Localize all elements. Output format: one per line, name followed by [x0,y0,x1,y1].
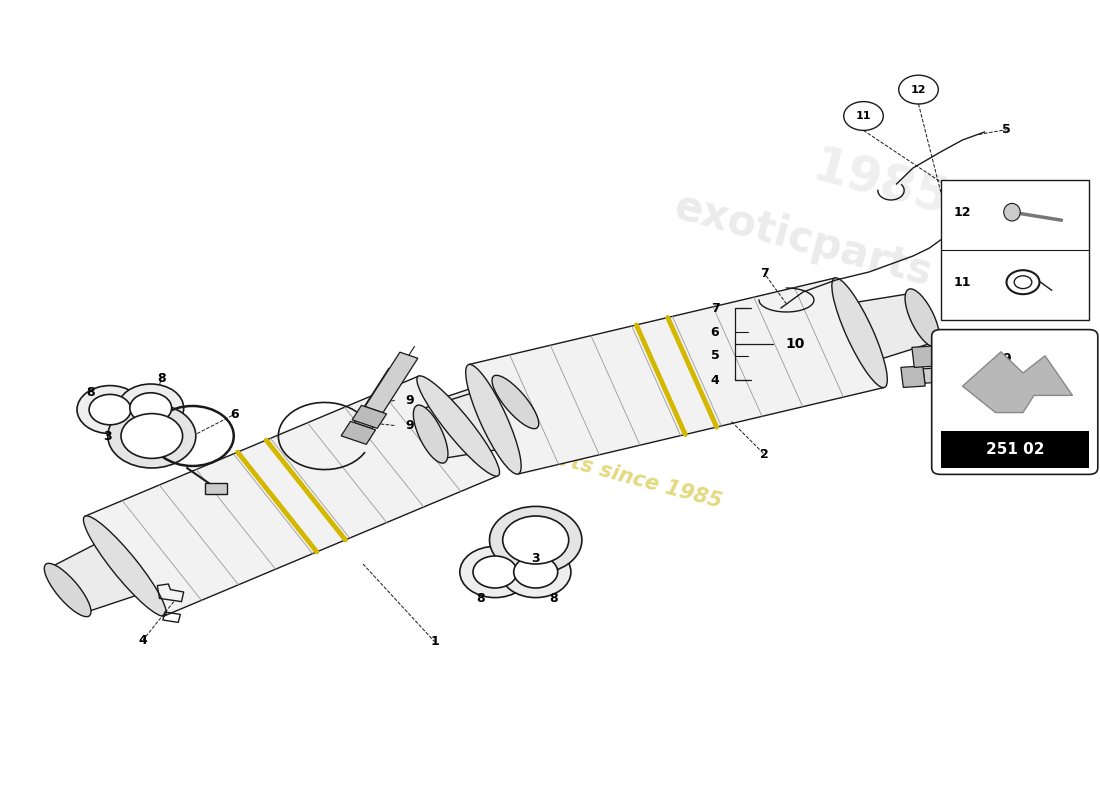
Polygon shape [901,366,925,387]
Circle shape [844,102,883,130]
Polygon shape [352,406,386,428]
Text: 12: 12 [911,85,926,94]
Text: exoticparts: exoticparts [670,186,936,294]
Text: 9: 9 [977,373,986,386]
Ellipse shape [417,376,499,476]
Ellipse shape [460,546,530,598]
Text: 7: 7 [760,267,769,280]
Ellipse shape [1003,203,1021,221]
Text: 10: 10 [785,337,805,351]
Text: 8: 8 [86,386,95,398]
Ellipse shape [118,384,184,432]
Polygon shape [469,278,884,474]
FancyBboxPatch shape [205,483,227,494]
Ellipse shape [44,563,91,617]
Polygon shape [912,346,936,367]
Text: 7: 7 [711,302,719,314]
Polygon shape [962,352,1072,413]
Ellipse shape [473,556,517,588]
Polygon shape [923,363,1018,383]
Polygon shape [354,368,407,429]
Text: 1985: 1985 [806,142,954,226]
Text: 5: 5 [1002,123,1011,136]
Text: 11: 11 [954,276,971,289]
Text: 6: 6 [230,408,239,421]
Ellipse shape [492,375,539,429]
Text: 5: 5 [711,350,719,362]
Ellipse shape [832,278,888,388]
Polygon shape [85,376,498,616]
FancyBboxPatch shape [940,431,1089,468]
Text: 12: 12 [954,206,971,218]
FancyBboxPatch shape [932,330,1098,474]
Text: a passion for parts since 1985: a passion for parts since 1985 [376,401,724,511]
Polygon shape [847,294,933,362]
Text: 9: 9 [405,394,414,406]
Text: 9: 9 [1002,352,1011,365]
FancyBboxPatch shape [940,180,1089,320]
Ellipse shape [905,289,939,347]
Ellipse shape [465,364,521,474]
Text: 8: 8 [157,372,166,385]
Text: 8: 8 [476,592,485,605]
Text: 4: 4 [139,634,147,646]
Text: 11: 11 [856,111,871,121]
Text: 1: 1 [430,635,439,648]
Ellipse shape [490,506,582,574]
Polygon shape [341,422,375,444]
Text: 6: 6 [711,326,719,338]
Ellipse shape [414,405,448,463]
Ellipse shape [84,516,166,616]
Polygon shape [50,540,145,612]
Text: 4: 4 [711,374,719,386]
Ellipse shape [77,386,143,434]
Ellipse shape [130,393,172,423]
Text: 9: 9 [405,419,414,432]
Text: 2: 2 [760,448,769,461]
Ellipse shape [89,394,131,425]
Ellipse shape [121,414,183,458]
Polygon shape [438,380,534,452]
Polygon shape [365,352,418,413]
Circle shape [899,75,938,104]
Text: 3: 3 [103,430,112,442]
Text: 251 02: 251 02 [986,442,1044,457]
Ellipse shape [500,546,571,598]
Ellipse shape [503,516,569,564]
Text: 8: 8 [549,592,558,605]
Text: 3: 3 [531,552,540,565]
Ellipse shape [108,404,196,468]
Polygon shape [934,343,1028,363]
Ellipse shape [514,556,558,588]
Polygon shape [420,390,506,458]
